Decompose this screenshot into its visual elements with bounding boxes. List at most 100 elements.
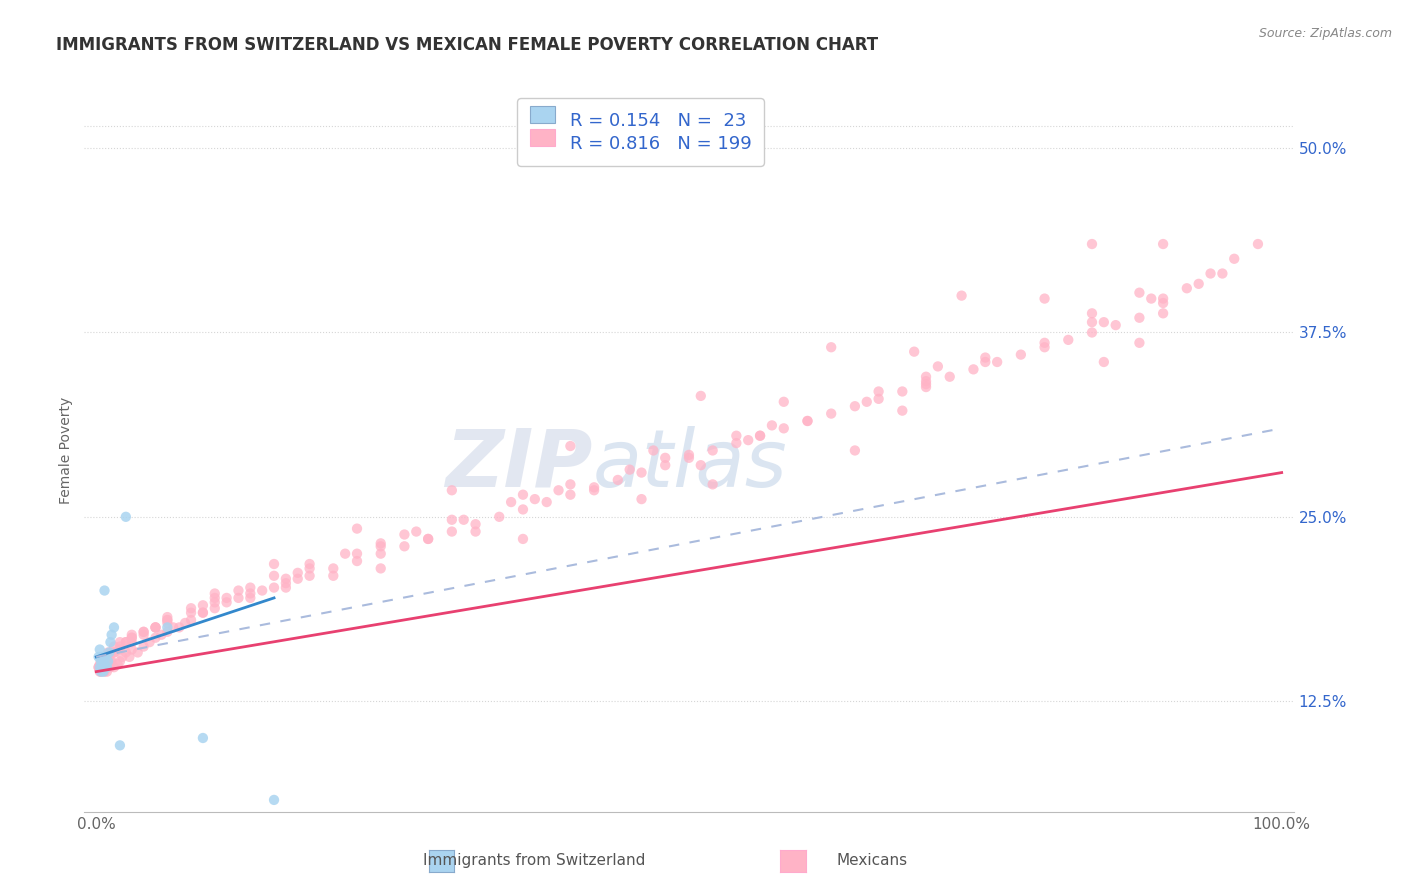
Point [115,635,138,649]
Point [1175,281,1198,295]
Point [820,407,842,421]
Point [167,620,190,634]
Point [89,642,111,657]
Point [405,524,427,539]
Point [274,581,297,595]
Point [180,606,202,620]
Point [322,561,344,575]
Point [855,394,877,409]
Point [191,731,214,745]
Y-axis label: Female Poverty: Female Poverty [59,397,73,504]
Point [583,483,606,498]
Point [162,620,184,634]
Point [121,631,143,645]
Point [737,433,759,447]
Point [440,524,463,539]
Point [97,645,120,659]
Point [1223,252,1246,266]
Point [1057,333,1080,347]
Point [274,576,297,591]
Point [94,657,117,672]
Point [689,458,711,473]
Point [523,492,546,507]
Point [191,606,214,620]
Point [370,539,392,553]
Point [298,561,321,575]
Point [150,628,173,642]
Point [127,645,149,659]
Point [938,369,960,384]
Point [915,380,938,394]
Point [488,509,510,524]
Point [103,645,125,659]
Point [654,450,676,465]
Point [1188,277,1211,291]
Point [91,654,114,668]
Point [512,488,534,502]
Point [1081,237,1104,252]
Point [370,547,392,561]
Point [118,649,141,664]
Point [100,645,122,659]
Point [619,462,641,476]
Point [725,428,748,442]
Point [215,595,238,609]
Point [1140,292,1163,306]
Point [560,477,582,491]
Point [678,448,700,462]
Point [370,536,392,550]
Point [239,591,262,605]
Point [950,288,973,302]
Point [1033,340,1056,354]
Point [91,660,114,674]
Point [1092,315,1115,329]
Point [1152,237,1174,252]
Point [891,403,914,417]
Point [1128,335,1150,350]
Point [820,340,842,354]
Point [1081,306,1104,320]
Legend: R = 0.154   N =  23, R = 0.816   N = 199: R = 0.154 N = 23, R = 0.816 N = 199 [517,98,763,166]
Point [103,660,125,674]
Point [107,657,129,672]
Text: Mexicans: Mexicans [837,854,907,868]
Point [772,421,794,435]
Point [643,443,665,458]
Point [1152,306,1174,320]
Point [156,615,179,630]
Point [974,351,997,365]
Point [915,377,938,392]
Point [263,557,285,571]
Point [156,624,179,639]
Point [1199,267,1222,281]
Text: Immigrants from Switzerland: Immigrants from Switzerland [423,854,645,868]
Point [93,583,115,598]
Point [263,569,285,583]
Point [903,344,925,359]
Point [90,665,112,679]
Point [974,355,997,369]
Point [370,561,392,575]
Point [121,631,143,645]
Point [94,654,117,668]
Point [263,793,285,807]
Point [94,649,117,664]
Point [606,473,628,487]
Point [394,527,416,541]
Point [1081,315,1104,329]
Point [91,654,114,668]
Point [97,649,120,664]
Point [796,414,818,428]
Point [1128,285,1150,300]
Point [91,649,114,664]
Point [512,532,534,546]
Text: Source: ZipAtlas.com: Source: ZipAtlas.com [1258,27,1392,40]
Point [121,642,143,657]
Point [239,581,262,595]
Point [115,645,138,659]
Point [749,428,772,442]
Text: ZIP: ZIP [444,425,592,504]
Point [204,591,226,605]
Point [263,581,285,595]
Point [287,572,309,586]
